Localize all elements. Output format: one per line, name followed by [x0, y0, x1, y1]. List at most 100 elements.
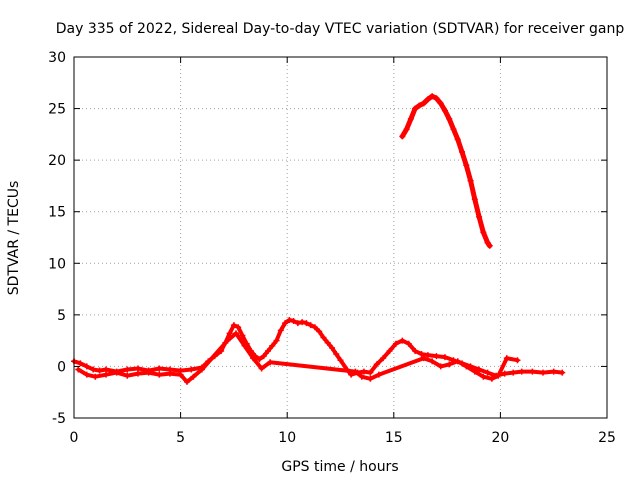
data-point	[433, 95, 440, 102]
data-point	[269, 342, 276, 349]
y-tick-label: -5	[52, 411, 66, 427]
data-point	[134, 365, 141, 372]
data-point	[420, 100, 427, 107]
data-point	[484, 239, 491, 246]
data-point	[476, 213, 483, 220]
data-point	[177, 371, 184, 378]
data-point	[290, 318, 297, 325]
data-point	[403, 126, 410, 133]
data-point	[250, 355, 257, 362]
data-point	[226, 330, 233, 337]
data-point	[407, 115, 414, 122]
data-point	[510, 369, 517, 376]
data-point	[260, 353, 267, 360]
x-tick-label: 15	[385, 430, 403, 446]
data-point	[277, 327, 284, 334]
data-point	[239, 332, 246, 339]
data-point	[437, 100, 444, 107]
data-point	[328, 344, 335, 351]
data-point	[367, 375, 374, 382]
data-point	[90, 366, 97, 373]
x-tick-label: 20	[491, 430, 509, 446]
data-point	[459, 148, 466, 155]
series-line	[399, 93, 493, 249]
data-point	[311, 324, 318, 331]
data-point	[471, 196, 478, 203]
data-point	[316, 328, 323, 335]
data-point	[113, 369, 120, 376]
data-point	[258, 365, 265, 372]
data-point	[429, 358, 436, 365]
data-point	[267, 359, 274, 366]
y-tick-label: 25	[48, 102, 66, 118]
data-point	[373, 361, 380, 368]
data-point	[514, 357, 521, 364]
y-tick-label: 10	[48, 256, 66, 272]
data-point	[446, 115, 453, 122]
data-point	[441, 354, 448, 361]
data-point	[418, 351, 425, 358]
data-point	[476, 366, 483, 373]
x-tick-label: 25	[598, 430, 616, 446]
data-point	[294, 320, 301, 327]
data-point	[471, 368, 478, 375]
data-point	[96, 367, 103, 374]
y-tick-label: 15	[48, 205, 66, 221]
data-point	[367, 369, 374, 376]
y-tick-label: 5	[57, 308, 66, 324]
data-point	[412, 347, 419, 354]
data-point	[145, 369, 152, 376]
data-point	[224, 337, 231, 344]
y-tick-label: 30	[48, 50, 66, 66]
data-point	[399, 133, 406, 140]
data-point	[480, 373, 487, 380]
data-point	[256, 356, 263, 363]
data-point	[416, 102, 423, 109]
data-point	[412, 105, 419, 112]
data-point	[501, 370, 508, 377]
data-point	[450, 126, 457, 133]
data-point	[241, 342, 248, 349]
data-point	[230, 322, 237, 329]
data-point	[124, 372, 131, 379]
data-point	[102, 366, 109, 373]
plot-frame	[73, 56, 608, 419]
data-point	[286, 317, 293, 324]
data-point	[166, 370, 173, 377]
data-point	[540, 369, 547, 376]
data-point	[463, 363, 470, 370]
data-point	[235, 324, 242, 331]
data-point	[375, 371, 382, 378]
data-point	[446, 361, 453, 368]
data-point	[518, 368, 525, 375]
data-point	[333, 351, 340, 358]
data-point	[352, 368, 359, 375]
data-point	[495, 372, 502, 379]
data-point	[233, 330, 240, 337]
chart-title: Day 335 of 2022, Sidereal Day-to-day VTE…	[56, 21, 625, 37]
data-point	[282, 320, 289, 327]
data-point	[392, 340, 399, 347]
data-point	[529, 368, 536, 375]
data-point	[83, 371, 90, 378]
data-point	[454, 136, 461, 143]
x-tick-label: 10	[278, 430, 296, 446]
data-point	[337, 357, 344, 364]
data-point	[559, 369, 566, 376]
grid-lines	[74, 57, 607, 418]
data-point	[454, 358, 461, 365]
data-point	[134, 370, 141, 377]
data-point	[463, 162, 470, 169]
data-point	[503, 355, 510, 362]
series-group	[75, 330, 521, 385]
data-point	[183, 378, 190, 385]
data-series	[71, 93, 566, 385]
series-group	[399, 93, 493, 249]
data-point	[320, 334, 327, 341]
y-tick-label: 20	[48, 153, 66, 169]
data-point	[467, 177, 474, 184]
data-point	[550, 368, 557, 375]
data-point	[437, 363, 444, 370]
data-point	[77, 360, 84, 367]
